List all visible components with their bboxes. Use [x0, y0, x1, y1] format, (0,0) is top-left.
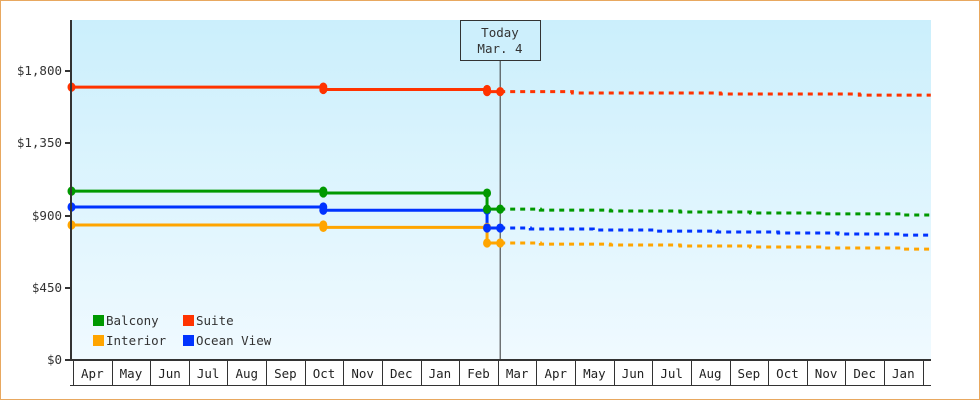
data-point-marker-balcony	[496, 204, 505, 214]
month-label: Aug	[699, 366, 722, 381]
y-axis: $0 $450 $900 $1,350 $1,800	[17, 20, 72, 367]
y-tick-label: $450	[32, 280, 62, 295]
legend-item-ocean-view: Ocean View	[183, 333, 272, 348]
month-cell: Dec	[382, 360, 413, 385]
month-cell: Sep	[266, 360, 297, 385]
month-label: Jun	[622, 366, 645, 381]
month-label: May	[583, 366, 606, 381]
month-cell: Mar	[498, 360, 529, 385]
legend-swatch-suite	[183, 315, 194, 326]
legend-item-balcony: Balcony	[93, 313, 159, 328]
y-tick	[65, 70, 71, 72]
legend-label-ocean-view: Ocean View	[196, 333, 272, 348]
month-label: Feb	[467, 366, 490, 381]
month-label: Mar	[506, 366, 529, 381]
month-cell: Aug	[691, 360, 722, 385]
legend-swatch-ocean-view	[183, 335, 194, 346]
month-label: Jun	[158, 366, 181, 381]
legend-swatch-interior	[93, 335, 104, 346]
month-cell: Nov	[807, 360, 838, 385]
x-axis: Apr May Jun Jul Aug Sep Oct Nov Dec Jan Feb Mar Apr M…	[70, 359, 931, 386]
month-cell: Jan	[884, 360, 915, 385]
month-label: Aug	[236, 366, 259, 381]
y-tick-label: $900	[32, 208, 62, 223]
month-label: May	[120, 366, 143, 381]
month-cell: Jan	[421, 360, 452, 385]
data-point-marker-ocean-view	[496, 223, 505, 233]
data-point-marker-suite	[496, 86, 505, 97]
data-point-marker-interior	[319, 222, 328, 233]
forecast-line-suite	[500, 90, 931, 97]
data-point-marker-interior	[496, 238, 505, 248]
today-date: Mar. 4	[477, 41, 522, 56]
month-cell: Jun	[614, 360, 645, 385]
month-label: Dec	[853, 366, 876, 381]
month-label: Oct	[776, 366, 799, 381]
month-cell: Oct	[768, 360, 799, 385]
month-cell: Apr	[536, 360, 568, 385]
month-cell: Feb	[459, 360, 490, 385]
month-label: Sep	[738, 366, 761, 381]
month-label: Oct	[313, 366, 336, 381]
data-point-marker-ocean-view	[319, 205, 328, 215]
month-label: Nov	[815, 366, 838, 381]
today-box	[460, 20, 541, 61]
forecast-line-ocean-view	[500, 226, 931, 237]
month-label: Jan	[429, 366, 452, 381]
today-label: Today	[481, 25, 519, 40]
month-cell: Jul	[189, 360, 220, 385]
month-label: Apr	[544, 366, 567, 381]
month-cell: May	[575, 360, 606, 385]
month-label: Jul	[660, 366, 683, 381]
legend-swatch-balcony	[93, 315, 104, 326]
month-cell: May	[112, 360, 143, 385]
y-tick-label: $1,350	[17, 135, 62, 150]
month-cell: Sep	[730, 360, 761, 385]
legend-item-interior: Interior	[93, 333, 167, 348]
y-tick	[65, 359, 71, 361]
data-point-marker-suite	[483, 86, 492, 97]
month-cell: Nov	[343, 360, 374, 385]
month-cell: Jul	[652, 360, 683, 385]
legend-label-suite: Suite	[196, 313, 234, 328]
month-cell: Aug	[227, 360, 259, 385]
legend-label-balcony: Balcony	[106, 313, 159, 328]
month-label: Jul	[197, 366, 220, 381]
legend-label-interior: Interior	[106, 333, 167, 348]
month-cell: Jun	[150, 360, 181, 385]
y-tick-label: $0	[47, 352, 62, 367]
month-label: Jan	[892, 366, 915, 381]
data-point-marker-balcony	[319, 188, 328, 198]
month-label: Apr	[81, 366, 104, 381]
y-tick	[65, 215, 71, 217]
data-point-marker-balcony	[483, 204, 492, 214]
month-cell: Oct	[305, 360, 336, 385]
legend: Balcony Suite Interior Ocean View	[93, 313, 272, 348]
y-tick-label: $1,800	[17, 63, 62, 78]
month-label: Nov	[351, 366, 374, 381]
y-axis-line	[70, 20, 72, 361]
y-tick	[65, 287, 71, 289]
data-point-marker-ocean-view	[483, 223, 492, 233]
month-label: Sep	[274, 366, 297, 381]
month-label: Dec	[390, 366, 413, 381]
data-point-marker-interior	[483, 238, 492, 248]
forecast-line-interior	[500, 241, 931, 251]
month-cell: Apr	[73, 360, 104, 385]
month-cell: Dec	[845, 360, 876, 385]
y-tick	[65, 142, 71, 144]
data-point-marker-suite	[319, 84, 328, 95]
x-axis-line	[70, 359, 931, 361]
data-point-marker-balcony	[483, 188, 492, 198]
legend-item-suite: Suite	[183, 313, 234, 328]
forecast-line-balcony	[500, 207, 931, 217]
